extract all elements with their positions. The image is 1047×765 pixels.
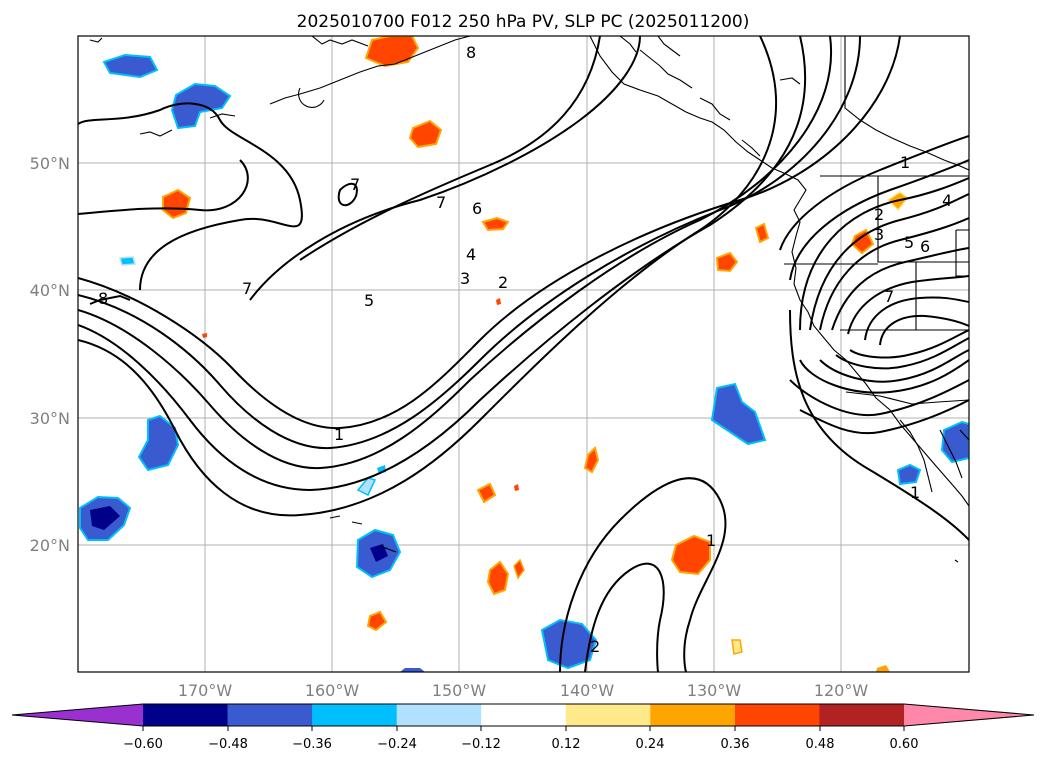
lon-labels: 170°W 160°W 150°W 140°W 130°W 120°W (178, 681, 869, 700)
lat-label: 40°N (30, 281, 70, 300)
colorbar-tick-label: 0.12 (552, 737, 581, 752)
colorbar-extend-high (904, 704, 1034, 726)
lat-labels: 50°N 40°N 30°N 20°N (30, 154, 70, 555)
contour-label: 7 (884, 287, 894, 306)
colorbar-segment (566, 704, 651, 726)
lat-label: 30°N (30, 409, 70, 428)
colorbar-tick-label: −0.36 (292, 737, 332, 752)
map-area: 8 7 7 7 6 5 4 3 2 1 8 1 2 3 4 5 6 7 1 1 … (78, 36, 969, 672)
lon-label: 120°W (814, 681, 869, 700)
contour-label: 7 (242, 279, 252, 298)
colorbar-tick-label: 0.36 (721, 737, 750, 752)
lon-label: 140°W (560, 681, 615, 700)
contour-label: 6 (472, 199, 482, 218)
colorbar-segment (312, 704, 397, 726)
contour-label: 8 (98, 289, 108, 308)
colorbar-tick-label: 0.24 (636, 737, 665, 752)
contour-label: 6 (920, 237, 930, 256)
colorbar-tick-label: −0.12 (461, 737, 501, 752)
colorbar-tick-label: 0.48 (806, 737, 835, 752)
contour-label: 3 (460, 269, 470, 288)
colorbar-segment (650, 704, 735, 726)
colorbar-tick-label: −0.48 (208, 737, 248, 752)
contour-label: 2 (498, 273, 508, 292)
colorbar-segment (228, 704, 313, 726)
colorbar-segment (735, 704, 820, 726)
contour-label: 8 (466, 43, 476, 62)
colorbar-segment (481, 704, 566, 726)
lon-label: 130°W (687, 681, 742, 700)
colorbar-tick-label: −0.24 (377, 737, 417, 752)
lat-label: 50°N (30, 154, 70, 173)
colorbar-tick-label: −0.60 (123, 737, 163, 752)
contour-label: 7 (436, 193, 446, 212)
lon-label: 150°W (432, 681, 487, 700)
contour-label: 1 (910, 483, 920, 502)
lon-label: 160°W (305, 681, 360, 700)
colorbar-segment (819, 704, 904, 726)
lat-label: 20°N (30, 536, 70, 555)
contour-label: 5 (904, 233, 914, 252)
colorbar-segment (397, 704, 482, 726)
contour-label: 3 (874, 225, 884, 244)
contour-label: 2 (874, 205, 884, 224)
colorbar-extend-low (12, 704, 143, 726)
contour-label: 1 (334, 425, 344, 444)
map-title: 2025010700 F012 250 hPa PV, SLP PC (2025… (297, 12, 750, 32)
lon-label: 170°W (178, 681, 233, 700)
contour-label: 1 (706, 531, 716, 550)
contour-label: 1 (900, 153, 910, 172)
contour-label: 2 (590, 637, 600, 656)
colorbar-tick-label: 0.60 (890, 737, 919, 752)
contour-label: 5 (364, 291, 374, 310)
contour-label: 7 (350, 175, 360, 194)
colorbar: −0.60 −0.48 −0.36 −0.24 −0.12 0.12 0.24 0.36 0.4… (12, 704, 1034, 752)
contour-label: 4 (466, 245, 476, 264)
colorbar-segment (143, 704, 228, 726)
contour-label: 4 (942, 191, 952, 210)
